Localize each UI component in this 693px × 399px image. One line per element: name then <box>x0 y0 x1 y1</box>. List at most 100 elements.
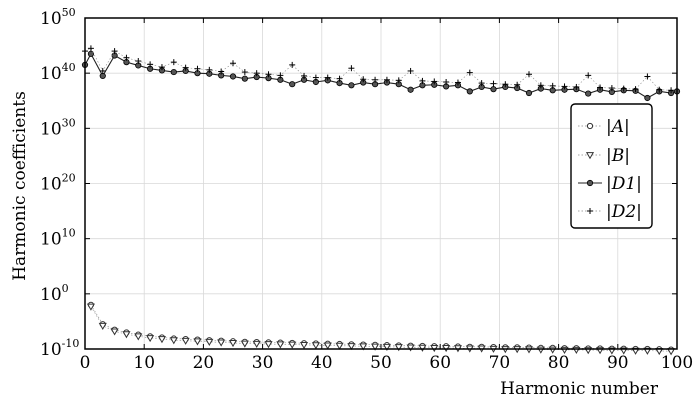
series-d2-point <box>620 85 627 92</box>
series-b-point <box>299 341 309 350</box>
series-d1-point <box>348 82 355 89</box>
series-b-point <box>288 341 297 349</box>
series-d2-point <box>147 61 154 68</box>
series-d2-point <box>194 65 201 72</box>
series-d1-line <box>84 52 678 99</box>
series-d2 <box>82 45 675 94</box>
x-tick-label: 80 <box>548 353 570 373</box>
y-tick-label: 1020 <box>40 172 76 195</box>
series-b-point <box>110 328 119 336</box>
series-d2-point <box>608 85 615 92</box>
series-b-point <box>394 344 403 352</box>
series-d2-point <box>419 77 426 84</box>
series-d2-point <box>87 45 94 52</box>
series-d2-point <box>454 79 461 86</box>
series-d1-point <box>229 73 237 80</box>
series-d2-point <box>253 70 260 77</box>
series-b-point <box>418 344 427 352</box>
series-d1-point <box>585 90 592 97</box>
series-d2-point <box>632 86 639 93</box>
legend-label-b: |B| <box>606 146 630 166</box>
series-d2-point <box>561 83 568 90</box>
series-b-point <box>335 342 344 350</box>
series-b-point <box>228 340 238 348</box>
series-d2-point <box>478 80 485 87</box>
series-d1-point <box>407 86 414 93</box>
series-b-point <box>406 344 415 352</box>
series-b-point <box>276 341 285 349</box>
series-d2-point <box>466 69 473 76</box>
x-axis-label: Harmonic number <box>500 379 659 399</box>
legend-entry-b: |B| <box>578 146 630 166</box>
series-d2-point <box>514 81 521 88</box>
series-d2-point <box>135 58 142 65</box>
series-d1-point <box>525 89 533 97</box>
series-d2-point <box>123 54 130 61</box>
series-b-point <box>371 343 380 351</box>
x-tick-label: 0 <box>80 353 91 373</box>
series-d2-point <box>597 84 604 91</box>
series-b-point <box>382 343 391 352</box>
series-d2-point <box>490 80 497 87</box>
x-tick-label: 60 <box>429 353 451 373</box>
series-d2-point <box>336 75 343 82</box>
series-d1-point <box>99 72 106 80</box>
legend-entry-a: |A| <box>578 117 630 137</box>
series-d2-point <box>218 68 225 75</box>
series-d1-point <box>466 88 473 95</box>
y-tick-label: 1050 <box>40 6 76 29</box>
series-d2-point <box>206 66 213 73</box>
series-b-point <box>217 339 226 347</box>
series-b-point <box>252 340 261 348</box>
legend-marker-a <box>586 122 594 130</box>
x-tick-label: 70 <box>489 353 511 373</box>
series-b-point <box>323 342 332 350</box>
legend-label-a: |A| <box>606 117 630 137</box>
x-tick-label: 50 <box>370 353 392 373</box>
y-tick-label: 100 <box>40 282 69 305</box>
y-tick-label: 1030 <box>40 116 76 139</box>
y-tick-labels: 1050 1040 1030 1020 1010 100 10-10 <box>40 6 79 360</box>
series-d2-point <box>170 59 177 66</box>
series-d2-point <box>668 87 675 94</box>
series-d2-point <box>289 61 296 68</box>
series-d2-point <box>265 71 272 78</box>
series-b-point <box>134 333 143 341</box>
legend-entry-d2: |D2| <box>578 202 642 222</box>
series-b-point <box>181 337 190 345</box>
series-d2-point <box>502 81 509 88</box>
series-b-point <box>86 303 95 311</box>
series-d2-point <box>241 69 248 76</box>
series-b-point <box>240 340 249 348</box>
series-d2-point <box>301 72 308 79</box>
legend-box <box>570 103 653 229</box>
series-d2-point <box>585 72 592 79</box>
series-d2-point <box>395 77 402 84</box>
series-d2-point <box>182 64 189 71</box>
series-d2-point <box>111 48 118 55</box>
series-d2-point <box>348 65 355 72</box>
legend-marker-d2 <box>587 208 593 214</box>
series-d2-point <box>360 76 367 83</box>
y-axis-label: Harmonic coefficients <box>10 91 30 281</box>
legend: |A| |B| |D1| |D2| <box>570 103 653 229</box>
series-d2-point <box>324 74 331 81</box>
series-b-point <box>98 322 107 331</box>
legend-label-d2: |D2| <box>606 202 642 222</box>
series-b-point <box>311 342 320 350</box>
legend-entry-d1: |D1| <box>578 174 642 194</box>
series-d1-point <box>170 68 177 76</box>
legend-label-d1: |D1| <box>606 174 642 194</box>
series-d2-point <box>372 76 379 83</box>
legend-marker-d1 <box>586 179 594 187</box>
y-tick-label: 1040 <box>40 61 76 84</box>
x-tick-label: 40 <box>311 353 333 373</box>
series-d2-point <box>573 83 580 90</box>
series-d2-point <box>656 86 663 93</box>
series-b-point <box>193 338 202 346</box>
series-b-point <box>347 343 356 351</box>
series-d2-point <box>277 72 284 79</box>
series-d2-point <box>312 74 319 81</box>
x-tick-label: 100 <box>661 353 693 373</box>
series-d2-point <box>644 73 651 80</box>
